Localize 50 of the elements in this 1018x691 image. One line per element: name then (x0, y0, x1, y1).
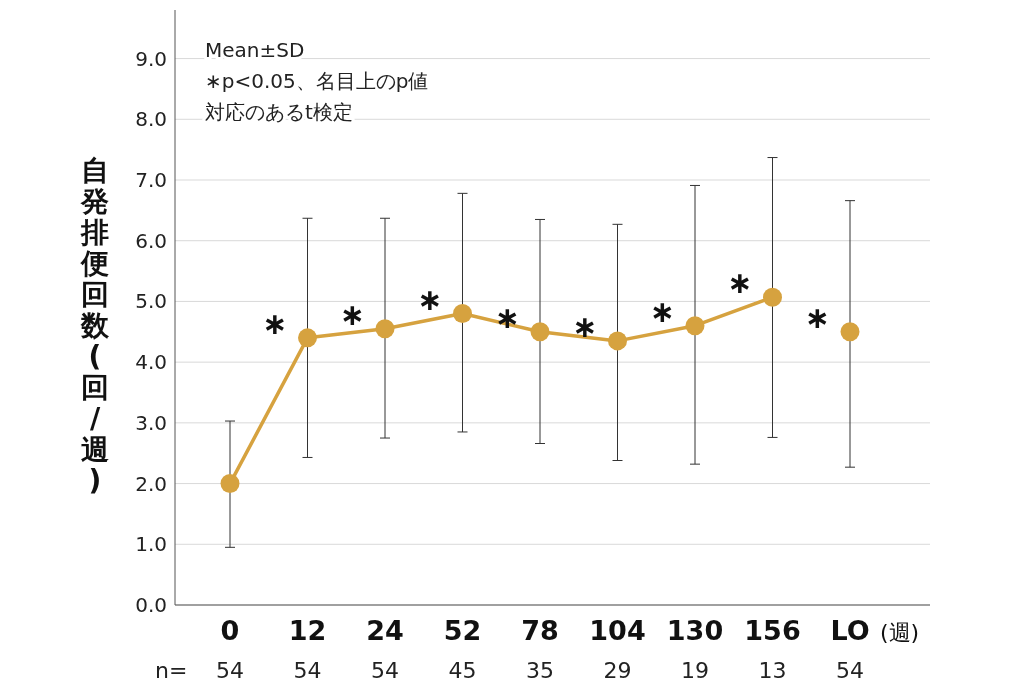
y-tick-label: 0.0 (135, 593, 167, 617)
y-tick-label: 3.0 (135, 410, 167, 435)
text: 54 (216, 658, 244, 683)
point (220, 474, 240, 494)
annotation: ∗ (649, 293, 675, 329)
text: 自発排便回数(回/週) (81, 154, 109, 497)
x-tick-label: 130 (666, 615, 724, 646)
annotation: ∗ (804, 299, 830, 335)
point (840, 322, 860, 342)
y-tick-label: 4.0 (135, 350, 167, 375)
annotation: Mean±SD (205, 38, 305, 62)
x-tick-label: 52 (443, 615, 482, 646)
y-tick-label: 6.0 (135, 228, 167, 253)
text: 13 (758, 658, 787, 683)
y-tick-label: 1.0 (135, 532, 167, 557)
text: (週) (880, 620, 920, 645)
x-tick-label: LO (830, 615, 870, 646)
x-tick-label: 24 (366, 615, 404, 646)
annotation: ∗ (727, 265, 753, 301)
point (375, 319, 395, 339)
point (453, 304, 472, 324)
annotation: 対応のあるt検定 (205, 100, 353, 124)
text: 29 (603, 658, 632, 683)
x-tick-label: 12 (288, 615, 327, 646)
x-tick-label: 156 (744, 615, 801, 646)
y-tick-label: 7.0 (135, 168, 167, 192)
annotation: ∗p<0.05、名目上のp値 (205, 69, 429, 93)
x-tick-label: 104 (589, 615, 646, 646)
point (530, 322, 550, 342)
point (298, 328, 317, 348)
annotation: ∗ (262, 305, 288, 341)
annotation: ∗ (339, 296, 365, 332)
y-tick-label: 2.0 (135, 471, 167, 496)
annotation: ∗ (417, 281, 443, 317)
point (763, 287, 782, 307)
x-tick-label: 0 (220, 615, 240, 646)
point (685, 316, 705, 336)
text: 54 (371, 658, 399, 683)
text: 45 (448, 658, 477, 683)
annotation: ∗ (572, 308, 598, 344)
y-tick-label: 8.0 (135, 107, 167, 132)
x-tick-label: 78 (521, 615, 559, 646)
text: 19 (681, 658, 709, 683)
text: 54 (836, 658, 864, 683)
text: 54 (293, 658, 322, 683)
text: n= (155, 658, 188, 683)
y-tick-label: 9.0 (135, 46, 167, 71)
text: 35 (526, 658, 554, 683)
y-tick-label: 5.0 (135, 289, 167, 314)
point (608, 331, 627, 351)
